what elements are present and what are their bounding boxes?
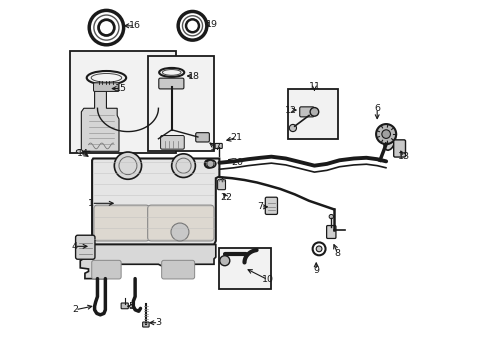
- Circle shape: [316, 246, 321, 252]
- Text: 9: 9: [313, 266, 319, 275]
- Polygon shape: [92, 158, 219, 244]
- Ellipse shape: [383, 131, 395, 150]
- FancyBboxPatch shape: [159, 78, 183, 89]
- FancyBboxPatch shape: [299, 107, 313, 117]
- Ellipse shape: [204, 160, 215, 168]
- FancyBboxPatch shape: [393, 140, 405, 157]
- Text: 14: 14: [77, 149, 89, 158]
- Text: 12: 12: [285, 105, 297, 114]
- Text: 3: 3: [155, 318, 161, 327]
- FancyBboxPatch shape: [217, 180, 225, 190]
- Polygon shape: [81, 89, 119, 151]
- Text: 18: 18: [188, 72, 200, 81]
- FancyBboxPatch shape: [195, 133, 209, 142]
- Text: 19: 19: [206, 19, 218, 28]
- Circle shape: [289, 125, 296, 132]
- Text: 11: 11: [308, 82, 320, 91]
- Text: 8: 8: [334, 249, 340, 258]
- Text: 10: 10: [261, 275, 273, 284]
- Circle shape: [114, 152, 142, 179]
- Text: 21: 21: [230, 133, 242, 142]
- Polygon shape: [80, 244, 215, 279]
- Circle shape: [309, 108, 318, 116]
- Circle shape: [206, 160, 214, 167]
- FancyBboxPatch shape: [265, 197, 277, 215]
- Text: 15: 15: [115, 84, 126, 93]
- Text: 1: 1: [88, 199, 94, 208]
- Circle shape: [204, 159, 212, 168]
- Text: 6: 6: [373, 104, 379, 113]
- Circle shape: [381, 130, 389, 138]
- Text: 2: 2: [72, 305, 78, 314]
- FancyBboxPatch shape: [121, 303, 128, 309]
- Text: 22: 22: [220, 193, 232, 202]
- Text: 17: 17: [209, 143, 222, 152]
- Text: 16: 16: [129, 21, 141, 30]
- Circle shape: [375, 124, 395, 144]
- Bar: [70, 51, 175, 153]
- Bar: [219, 248, 271, 289]
- FancyBboxPatch shape: [92, 260, 121, 279]
- FancyBboxPatch shape: [326, 226, 335, 238]
- Bar: [287, 89, 337, 139]
- Text: 4: 4: [71, 242, 77, 251]
- FancyBboxPatch shape: [215, 143, 222, 148]
- FancyBboxPatch shape: [76, 235, 95, 259]
- FancyBboxPatch shape: [147, 205, 214, 241]
- FancyBboxPatch shape: [93, 83, 119, 91]
- Circle shape: [171, 223, 188, 241]
- Ellipse shape: [76, 149, 82, 153]
- Text: 7: 7: [257, 202, 263, 211]
- Circle shape: [171, 154, 195, 177]
- Circle shape: [328, 215, 333, 219]
- FancyBboxPatch shape: [160, 135, 184, 149]
- Text: 13: 13: [397, 152, 409, 161]
- Bar: [147, 56, 214, 151]
- Text: 5: 5: [128, 302, 134, 311]
- FancyBboxPatch shape: [162, 260, 194, 279]
- FancyBboxPatch shape: [94, 205, 149, 241]
- FancyBboxPatch shape: [142, 322, 149, 327]
- Circle shape: [219, 256, 229, 266]
- Text: 20: 20: [231, 158, 243, 167]
